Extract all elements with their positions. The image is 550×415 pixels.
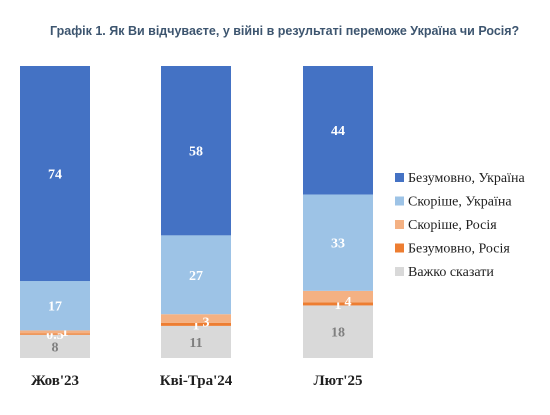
data-label-скоріше-росія-2: 3 [203, 315, 210, 330]
legend-swatch-безумовно-україна [395, 173, 404, 182]
bar-segment-безумовно-україна-3 [303, 66, 373, 195]
data-label-безумовно-україна-3: 44 [331, 124, 345, 139]
bar-segment-скоріше-росія-1 [20, 330, 90, 334]
category-label-3: Лют'25 [314, 373, 363, 389]
data-label-безумовно-україна-2: 58 [189, 145, 203, 160]
category-label-2: Кві-Тра'24 [160, 373, 233, 389]
bar-segment-скоріше-україна-3 [303, 194, 373, 291]
legend-label-скоріше-україна: Скоріше, Україна [408, 195, 512, 210]
category-label-1: Жов'23 [31, 373, 79, 389]
bar-segment-важко-сказати-2 [161, 325, 231, 358]
legend-label-скоріше-росія: Скоріше, Росія [408, 218, 497, 233]
bar-segment-безумовно-україна-2 [161, 66, 231, 236]
legend-swatch-скоріше-україна [395, 196, 404, 206]
data-label-безумовно-україна-1: 74 [48, 168, 62, 183]
data-label-скоріше-росія-1: 1 [62, 325, 69, 340]
data-label-скоріше-україна-2: 27 [189, 269, 203, 284]
bar-segment-безумовно-україна-1 [20, 66, 90, 282]
data-label-скоріше-росія-3: 4 [345, 295, 352, 310]
legend-label-безумовно-росія: Безумовно, Росія [408, 242, 510, 257]
bar-segment-важко-сказати-1 [20, 334, 90, 358]
data-label-важко-сказати-1: 8 [52, 340, 59, 355]
legend-label-важко-сказати: Важко сказати [408, 265, 494, 280]
legend-label-безумовно-україна: Безумовно, Україна [408, 171, 526, 186]
chart-title: Графік 1. Як Ви відчуваєте, у війні в ре… [50, 24, 519, 38]
data-label-безумовно-росія-3: 1 [335, 298, 342, 313]
legend: Безумовно, Україна Скоріше, Україна Скоріш… [395, 171, 526, 280]
bar-segment-скоріше-україна-1 [20, 281, 90, 331]
bar-segment-скоріше-україна-2 [161, 235, 231, 315]
bar-segment-скоріше-росія-3 [303, 290, 373, 303]
bar-segment-безумовно-росія-2 [161, 322, 231, 326]
category-labels: Жов'23 Кві-Тра'24 Лют'25 [31, 373, 363, 389]
bar-segment-безумовно-росія-1 [20, 333, 90, 335]
data-label-важко-сказати-2: 11 [189, 336, 202, 351]
bar-segment-важко-сказати-3 [303, 305, 373, 358]
data-label-важко-сказати-3: 18 [331, 326, 345, 341]
legend-swatch-безумовно-росія [395, 243, 404, 253]
legend-swatch-скоріше-росія [395, 220, 404, 229]
data-label-безумовно-росія-2: 1 [193, 318, 200, 333]
legend-swatch-важко-сказати [395, 267, 404, 276]
bar-segment-скоріше-росія-2 [161, 314, 231, 323]
data-label-скоріше-україна-3: 33 [331, 237, 345, 252]
bar-segment-безумовно-росія-3 [303, 302, 373, 306]
data-label-скоріше-україна-1: 17 [48, 300, 62, 315]
